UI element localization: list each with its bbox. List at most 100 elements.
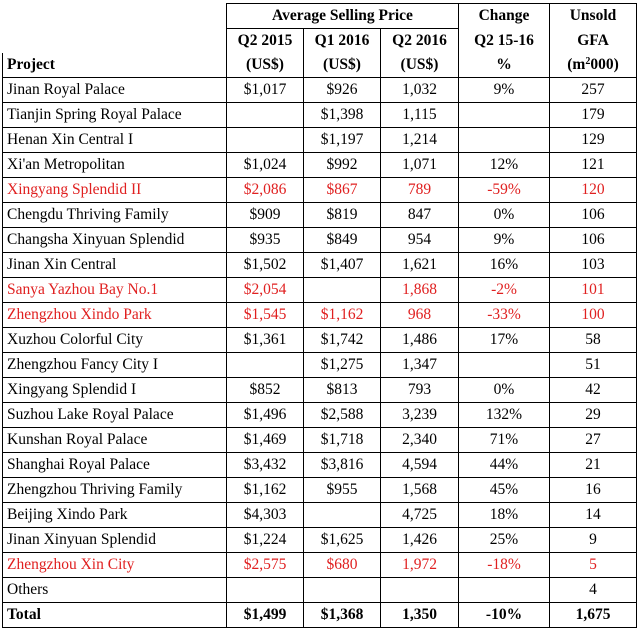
cell-q2-2016: 4,594	[380, 452, 459, 478]
cell-q1-2016: $1,742	[303, 327, 381, 353]
table-row: Chengdu Thriving Family $909 $819 847 0% 106	[2, 202, 637, 228]
cell-q2-2015: $909	[226, 202, 304, 228]
cell-project: Zhengzhou Fancy City I	[2, 352, 227, 378]
cell-project: Xingyang Splendid I	[2, 377, 227, 403]
cell-q1-2016: $955	[303, 477, 381, 503]
cell-q2-2016: 1,486	[380, 327, 459, 353]
header-q2-15-16: Q2 15-16	[458, 28, 550, 53]
table-row: Zhengzhou Fancy City I $1,275 1,347 51	[2, 352, 637, 378]
cell-q1-2016: $1,407	[303, 252, 381, 278]
cell-q1-2016: $1,162	[303, 302, 381, 328]
table-row: Zhengzhou Xin City $2,575 $680 1,972 -18% 5	[2, 552, 637, 578]
table-row: Suzhou Lake Royal Palace $1,496 $2,588 3,23…	[2, 402, 637, 428]
table-row: Zhengzhou Thriving Family $1,162 $955 1,568…	[2, 477, 637, 503]
total-cell-change: -10%	[458, 602, 550, 628]
cell-q1-2016: $926	[303, 77, 381, 103]
cell-q1-2016: $992	[303, 152, 381, 178]
cell-q2-2015: $4,303	[226, 502, 304, 528]
cell-project: Kunshan Royal Palace	[2, 427, 227, 453]
cell-q1-2016	[303, 577, 381, 603]
cell-q2-2016: 793	[380, 377, 459, 403]
cell-q1-2016: $680	[303, 552, 381, 578]
cell-unsold-gfa: 42	[549, 377, 637, 403]
table-row: Tianjin Spring Royal Palace $1,398 1,115 17…	[2, 102, 637, 128]
cell-unsold-gfa: 16	[549, 477, 637, 503]
cell-q1-2016: $849	[303, 227, 381, 253]
cell-q2-2016: 1,868	[380, 277, 459, 303]
header-unit-usd: (US$)	[303, 53, 381, 78]
cell-q1-2016: $819	[303, 202, 381, 228]
cell-q2-2016: 1,347	[380, 352, 459, 378]
cell-q2-2015: $1,017	[226, 77, 304, 103]
cell-change: -18%	[458, 552, 550, 578]
table-row: Zhengzhou Xindo Park $1,545 $1,162 968 -33% 1…	[2, 302, 637, 328]
cell-change: -2%	[458, 277, 550, 303]
header-blank	[3, 29, 227, 54]
table-row: Jinan Royal Palace $1,017 $926 1,032 9% 257	[2, 77, 637, 103]
table-row: Xingyang Splendid I $852 $813 793 0% 42	[2, 377, 637, 403]
total-row: Total $1,499 $1,368 1,350 -10% 1,675	[2, 602, 637, 628]
cell-q2-2016: 968	[380, 302, 459, 328]
cell-q2-2016: 1,426	[380, 527, 459, 553]
cell-q2-2016: 3,239	[380, 402, 459, 428]
cell-project: Zhengzhou Xin City	[2, 552, 227, 578]
cell-project: Xuzhou Colorful City	[2, 327, 227, 353]
cell-q2-2016: 1,621	[380, 252, 459, 278]
cell-q2-2015: $852	[226, 377, 304, 403]
cell-q2-2016: 789	[380, 177, 459, 203]
cell-project: Chengdu Thriving Family	[2, 202, 227, 228]
cell-change: 9%	[458, 77, 550, 103]
cell-project: Jinan Xinyuan Splendid	[2, 527, 227, 553]
table-row: Shanghai Royal Palace $3,432 $3,816 4,594 44…	[2, 452, 637, 478]
cell-project: Changsha Xinyuan Splendid	[2, 227, 227, 253]
cell-change: 17%	[458, 327, 550, 353]
cell-change: -59%	[458, 177, 550, 203]
cell-q2-2015	[226, 577, 304, 603]
cell-q1-2016: $813	[303, 377, 381, 403]
header-q2-2016: Q2 2016	[380, 28, 459, 53]
table-row: Henan Xin Central I $1,197 1,214 129	[2, 127, 637, 153]
asp-table: Average Selling Price Change Unsold Q2 2…	[2, 3, 637, 628]
cell-q2-2015: $1,024	[226, 152, 304, 178]
cell-q2-2016	[380, 577, 459, 603]
cell-q2-2016: 847	[380, 202, 459, 228]
cell-q1-2016: $867	[303, 177, 381, 203]
total-cell-q2-2015: $1,499	[226, 602, 304, 628]
cell-q2-2015: $1,496	[226, 402, 304, 428]
table-row: Xingyang Splendid II $2,086 $867 789 -59% 120	[2, 177, 637, 203]
header-unit-pct: %	[458, 53, 550, 78]
header-average-selling-price: Average Selling Price	[226, 3, 459, 29]
cell-change: 0%	[458, 377, 550, 403]
cell-unsold-gfa: 58	[549, 327, 637, 353]
cell-project: Jinan Royal Palace	[2, 77, 227, 103]
cell-q1-2016: $2,588	[303, 402, 381, 428]
cell-q2-2015	[226, 127, 304, 153]
cell-change: 0%	[458, 202, 550, 228]
cell-q2-2015: $935	[226, 227, 304, 253]
cell-q1-2016: $3,816	[303, 452, 381, 478]
cell-q1-2016	[303, 277, 381, 303]
cell-q2-2015: $2,575	[226, 552, 304, 578]
table-row: Changsha Xinyuan Splendid $935 $849 954 9% 10…	[2, 227, 637, 253]
header-project: Project	[2, 53, 227, 78]
cell-change	[458, 577, 550, 603]
cell-change	[458, 127, 550, 153]
table-row: Jinan Xin Central $1,502 $1,407 1,621 16% 103	[2, 252, 637, 278]
total-cell-unsold-gfa: 1,675	[549, 602, 637, 628]
table-row: Beijing Xindo Park $4,303 4,725 18% 14	[2, 502, 637, 528]
table-row: Kunshan Royal Palace $1,469 $1,718 2,340 71%…	[2, 427, 637, 453]
cell-project: Zhengzhou Thriving Family	[2, 477, 227, 503]
cell-q2-2016: 1,115	[380, 102, 459, 128]
header-q1-2016: Q1 2016	[303, 28, 381, 53]
cell-q2-2015: $1,224	[226, 527, 304, 553]
cell-unsold-gfa: 5	[549, 552, 637, 578]
cell-change: 45%	[458, 477, 550, 503]
cell-project: Shanghai Royal Palace	[2, 452, 227, 478]
cell-unsold-gfa: 103	[549, 252, 637, 278]
cell-q2-2016: 1,032	[380, 77, 459, 103]
total-cell-q2-2016: 1,350	[380, 602, 459, 628]
cell-unsold-gfa: 100	[549, 302, 637, 328]
table-row: Others 4	[2, 577, 637, 603]
cell-q2-2015	[226, 102, 304, 128]
table-row: Sanya Yazhou Bay No.1 $2,054 1,868 -2% 101	[2, 277, 637, 303]
